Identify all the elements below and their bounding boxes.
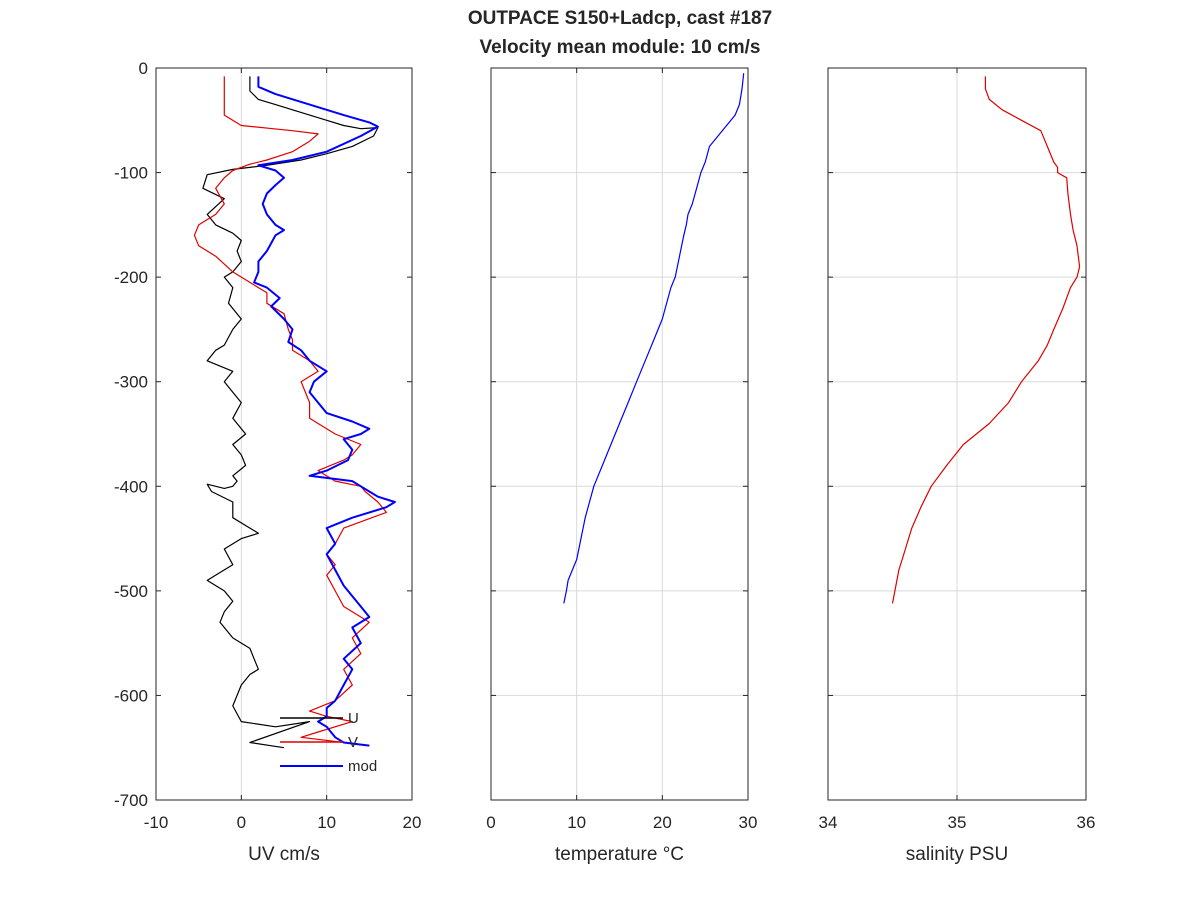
velocity-ytick-label-4: -400: [114, 477, 148, 496]
temperature-xtick-label-2: 20: [653, 813, 672, 832]
panel-salinity: 34 35 36 salinity PSU: [819, 67, 1096, 865]
velocity-ytick-label-6: -600: [114, 686, 148, 705]
velocity-ytick-label-5: -500: [114, 582, 148, 601]
velocity-series-v: [193, 76, 387, 747]
temperature-axes-frame: [490, 67, 749, 801]
velocity-ytick-label-0: 0: [139, 59, 148, 78]
legend-label-u: U: [348, 710, 359, 727]
velocity-xtick-label-3: 20: [403, 813, 422, 832]
salinity-xlabel: salinity PSU: [906, 844, 1008, 865]
panel-velocity: -10 0 10 200-100-200-300-400-500-600-700UV …: [114, 59, 421, 865]
salinity-series-0: [891, 76, 1081, 604]
temperature-xtick-label-3: 30: [739, 813, 758, 832]
salinity-xtick-label-2: 36: [1077, 813, 1096, 832]
legend-label-v: V: [348, 734, 358, 751]
temperature-xtick-label-0: 0: [486, 813, 495, 832]
velocity-ytick-label-2: -200: [114, 268, 148, 287]
velocity-ytick-label-3: -300: [114, 373, 148, 392]
velocity-ytick-label-7: -700: [114, 791, 148, 810]
temperature-xlabel: temperature °C: [555, 844, 684, 865]
velocity-xtick-label-0: -10: [144, 813, 169, 832]
chart-title: OUTPACE S150+Ladcp, cast #187: [468, 8, 772, 29]
velocity-xtick-label-2: 10: [317, 813, 336, 832]
velocity-series-mod: [253, 76, 396, 747]
panel-temperature: 0 10 20 30 temperature °C: [486, 67, 758, 865]
legend-label-mod: mod: [348, 758, 377, 775]
velocity-xlabel: UV cm/s: [248, 844, 320, 865]
salinity-xtick-label-0: 34: [819, 813, 838, 832]
temperature-series-0: [563, 73, 745, 604]
chart-subtitle: Velocity mean module: 10 cm/s: [480, 37, 761, 58]
velocity-axes-frame: [155, 67, 413, 801]
velocity-ytick-label-1: -100: [114, 164, 148, 183]
temperature-xtick-label-1: 10: [567, 813, 586, 832]
salinity-xtick-label-1: 35: [948, 813, 967, 832]
velocity-xtick-label-1: 0: [237, 813, 246, 832]
velocity-series-u: [202, 76, 379, 749]
